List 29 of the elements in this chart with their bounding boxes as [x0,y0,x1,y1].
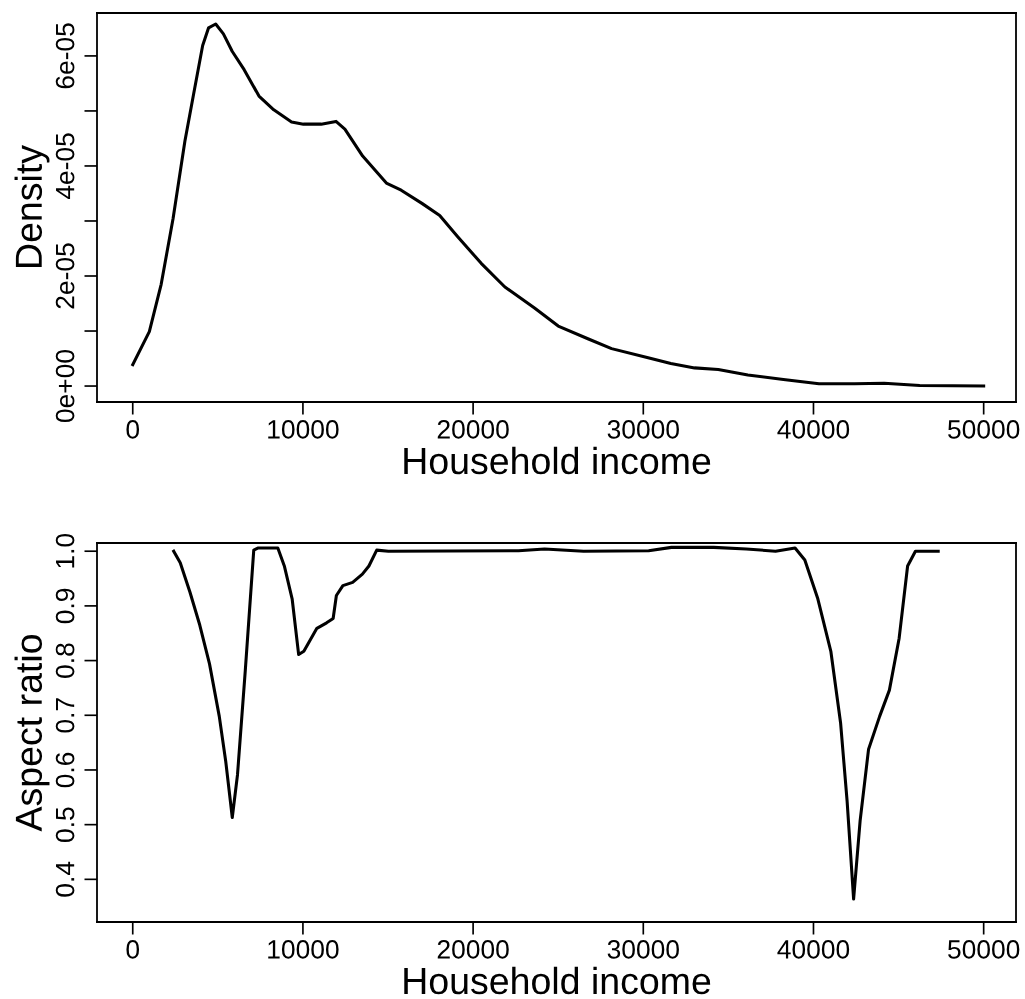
x-tick-label: 0 [126,940,140,959]
x-axis-title: Household income [404,966,711,995]
y-tick-label: 0.7 [55,698,75,733]
x-tick-label: 10000 [268,420,339,439]
y-tick-label: 0.8 [55,643,75,678]
line-series [172,545,940,901]
y-tick-label: 0.4 [55,861,75,897]
x-tick-label: 50000 [948,940,1020,959]
y-axis-title: Aspect ratio [14,635,50,832]
x-tick-label: 40000 [777,940,850,959]
x-tick-label: 40000 [777,420,850,439]
x-tick-label: 20000 [437,420,509,439]
x-tick-label: 10000 [268,940,339,959]
x-tick-label: 0 [126,420,140,439]
line-series [131,22,986,388]
y-tick-label: 4e-05 [55,133,75,200]
x-tick-label: 30000 [607,940,679,959]
x-tick-label: 30000 [607,420,679,439]
y-tick-label: 1.0 [55,533,75,568]
y-tick-label: 0.9 [55,588,75,624]
x-axis-title: Household income [404,446,711,475]
x-tick-label: 20000 [437,940,509,959]
y-tick-label: 0e+00 [55,350,75,423]
y-tick-label: 0.6 [55,752,75,788]
y-tick-label: 2e-05 [55,243,75,309]
y-tick-label: 6e-05 [55,23,75,89]
y-tick-label: 0.5 [55,807,75,842]
y-axis-title: Density [14,145,50,267]
x-tick-label: 50000 [948,420,1020,439]
